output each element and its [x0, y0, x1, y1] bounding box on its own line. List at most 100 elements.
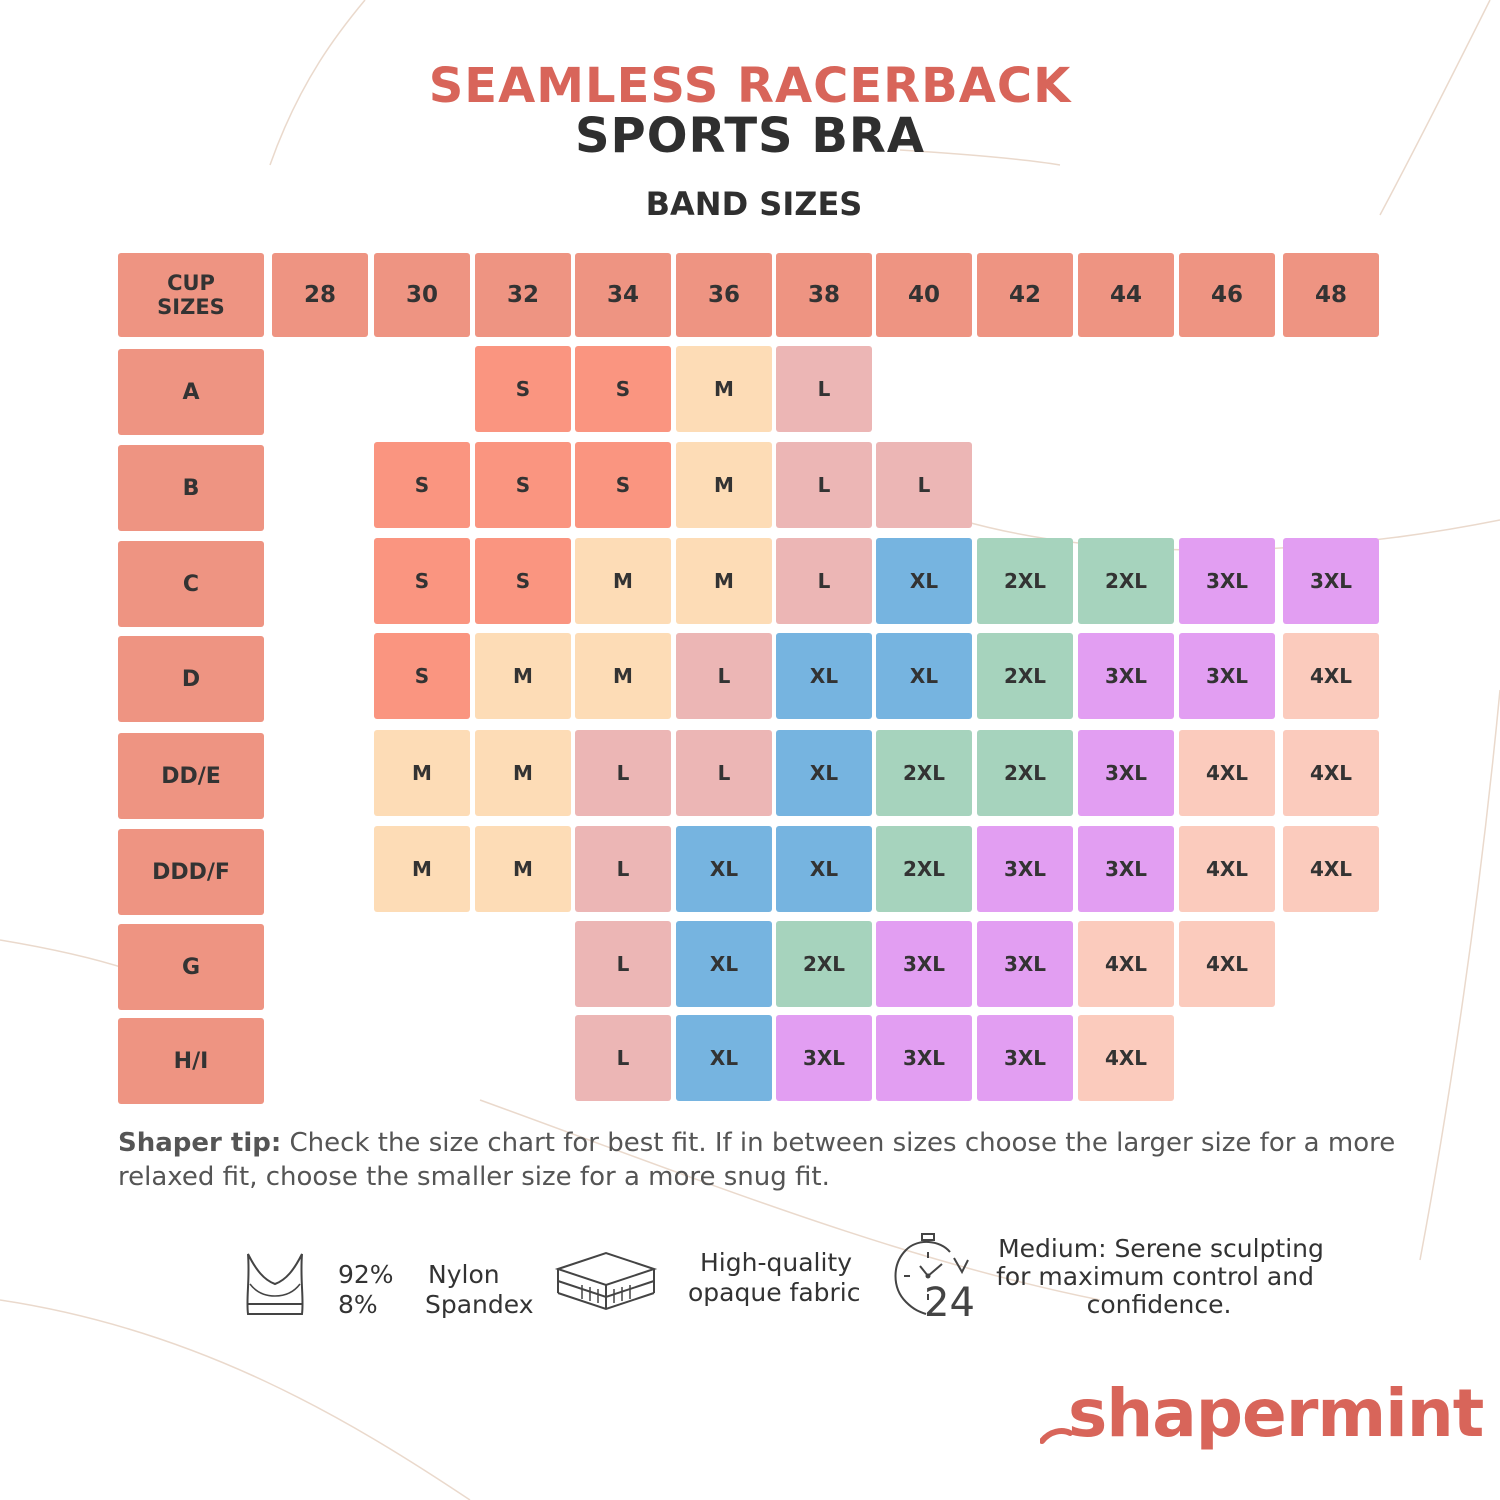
- size-cell: L: [776, 346, 872, 432]
- title-line-2: SPORTS BRA: [574, 108, 926, 164]
- size-cell: XL: [776, 633, 872, 719]
- composition-material-1: Nylon: [428, 1260, 500, 1289]
- cup-header-dd-e: DD/E: [118, 733, 264, 819]
- size-cell: XL: [676, 1015, 772, 1101]
- support-line-2: for maximum control and: [996, 1262, 1314, 1291]
- size-cell: S: [374, 442, 470, 528]
- size-cell: XL: [876, 538, 972, 624]
- cup-header-ddd-f: DDD/F: [118, 829, 264, 915]
- size-cell: 4XL: [1078, 1015, 1174, 1101]
- size-cell: L: [575, 921, 671, 1007]
- size-cell: S: [475, 538, 571, 624]
- size-cell: L: [776, 538, 872, 624]
- size-cell: M: [475, 730, 571, 816]
- band-header-30: 30: [374, 253, 470, 337]
- size-cell: XL: [876, 633, 972, 719]
- size-cell: 3XL: [1283, 538, 1379, 624]
- size-cell: L: [776, 442, 872, 528]
- cup-header-b: B: [118, 445, 264, 531]
- composition-percent-2: 8%: [338, 1290, 378, 1319]
- cup-header-d: D: [118, 636, 264, 722]
- size-cell: 4XL: [1078, 921, 1174, 1007]
- band-header-38: 38: [776, 253, 872, 337]
- size-cell: M: [475, 633, 571, 719]
- size-cell: L: [575, 730, 671, 816]
- title-line-1: SEAMLESS RACERBACK: [428, 58, 1072, 114]
- size-cell: 2XL: [977, 730, 1073, 816]
- fabric-line-1: High-quality: [700, 1248, 853, 1277]
- size-cell: 4XL: [1179, 730, 1275, 816]
- composition-percent-1: 92%: [338, 1260, 394, 1289]
- size-cell: M: [575, 633, 671, 719]
- size-cell: 4XL: [1179, 921, 1275, 1007]
- band-header-42: 42: [977, 253, 1073, 337]
- size-cell: 2XL: [876, 730, 972, 816]
- size-cell: 2XL: [876, 826, 972, 912]
- size-cell: 3XL: [876, 921, 972, 1007]
- band-header-46: 46: [1179, 253, 1275, 337]
- cup-header-c: C: [118, 541, 264, 627]
- size-cell: L: [876, 442, 972, 528]
- size-cell: M: [676, 442, 772, 528]
- band-header-44: 44: [1078, 253, 1174, 337]
- size-cell: L: [575, 826, 671, 912]
- size-cell: L: [676, 633, 772, 719]
- band-header-34: 34: [575, 253, 671, 337]
- size-cell: 3XL: [1179, 538, 1275, 624]
- shaper-tip-label: Shaper tip:: [118, 1128, 282, 1158]
- size-cell: 3XL: [1078, 633, 1174, 719]
- size-cell: M: [374, 730, 470, 816]
- support-line-1: Medium: Serene sculpting: [998, 1234, 1324, 1263]
- size-cell: 2XL: [776, 921, 872, 1007]
- brand-wordmark: shapermint: [1068, 1375, 1484, 1452]
- cup-header-g: G: [118, 924, 264, 1010]
- shapermint-logo: shapermint: [1040, 1375, 1484, 1465]
- size-cell: 3XL: [1078, 730, 1174, 816]
- support-line-3: confidence.: [1086, 1290, 1232, 1319]
- fabric-line-2: opaque fabric: [688, 1278, 861, 1307]
- timer-number: 24: [924, 1280, 975, 1326]
- band-header-40: 40: [876, 253, 972, 337]
- band-header-48: 48: [1283, 253, 1379, 337]
- cup-sizes-header: CUP SIZES: [118, 253, 264, 337]
- size-cell: 3XL: [876, 1015, 972, 1101]
- size-cell: XL: [776, 730, 872, 816]
- size-cell: XL: [676, 826, 772, 912]
- size-chart-table: CUP SIZES 28 30 32 34 36 38 40 42 44 46 48 A S S M L B S S S…: [118, 253, 1379, 1104]
- cup-header-a: A: [118, 349, 264, 435]
- size-cell: S: [575, 442, 671, 528]
- size-cell: XL: [676, 921, 772, 1007]
- size-cell: M: [475, 826, 571, 912]
- size-cell: 4XL: [1283, 826, 1379, 912]
- size-cell: 4XL: [1179, 826, 1275, 912]
- band-header-32: 32: [475, 253, 571, 337]
- size-cell: M: [676, 538, 772, 624]
- size-cell: L: [575, 1015, 671, 1101]
- size-cell: 2XL: [977, 633, 1073, 719]
- band-sizes-caption: BAND SIZES: [645, 185, 863, 223]
- size-cell: 3XL: [977, 1015, 1073, 1101]
- size-cell: 2XL: [977, 538, 1073, 624]
- size-cell: M: [575, 538, 671, 624]
- size-cell: 3XL: [1078, 826, 1174, 912]
- size-cell: M: [374, 826, 470, 912]
- composition-material-2: Spandex: [425, 1290, 534, 1319]
- size-cell: M: [676, 346, 772, 432]
- size-cell: S: [475, 442, 571, 528]
- size-cell: 4XL: [1283, 633, 1379, 719]
- size-cell: 3XL: [1179, 633, 1275, 719]
- size-cell: S: [475, 346, 571, 432]
- shaper-tip-text: Check the size chart for best fit. If in…: [118, 1128, 1396, 1192]
- size-cell: S: [374, 633, 470, 719]
- size-cell: L: [676, 730, 772, 816]
- size-cell: 3XL: [977, 826, 1073, 912]
- size-cell: S: [575, 346, 671, 432]
- band-header-28: 28: [272, 253, 368, 337]
- size-cell: S: [374, 538, 470, 624]
- fabric-layers-icon: [554, 1251, 658, 1311]
- shaper-tip: Shaper tip: Check the size chart for bes…: [118, 1126, 1448, 1194]
- cup-header-h-i: H/I: [118, 1018, 264, 1104]
- size-cell: 3XL: [977, 921, 1073, 1007]
- size-cell: XL: [776, 826, 872, 912]
